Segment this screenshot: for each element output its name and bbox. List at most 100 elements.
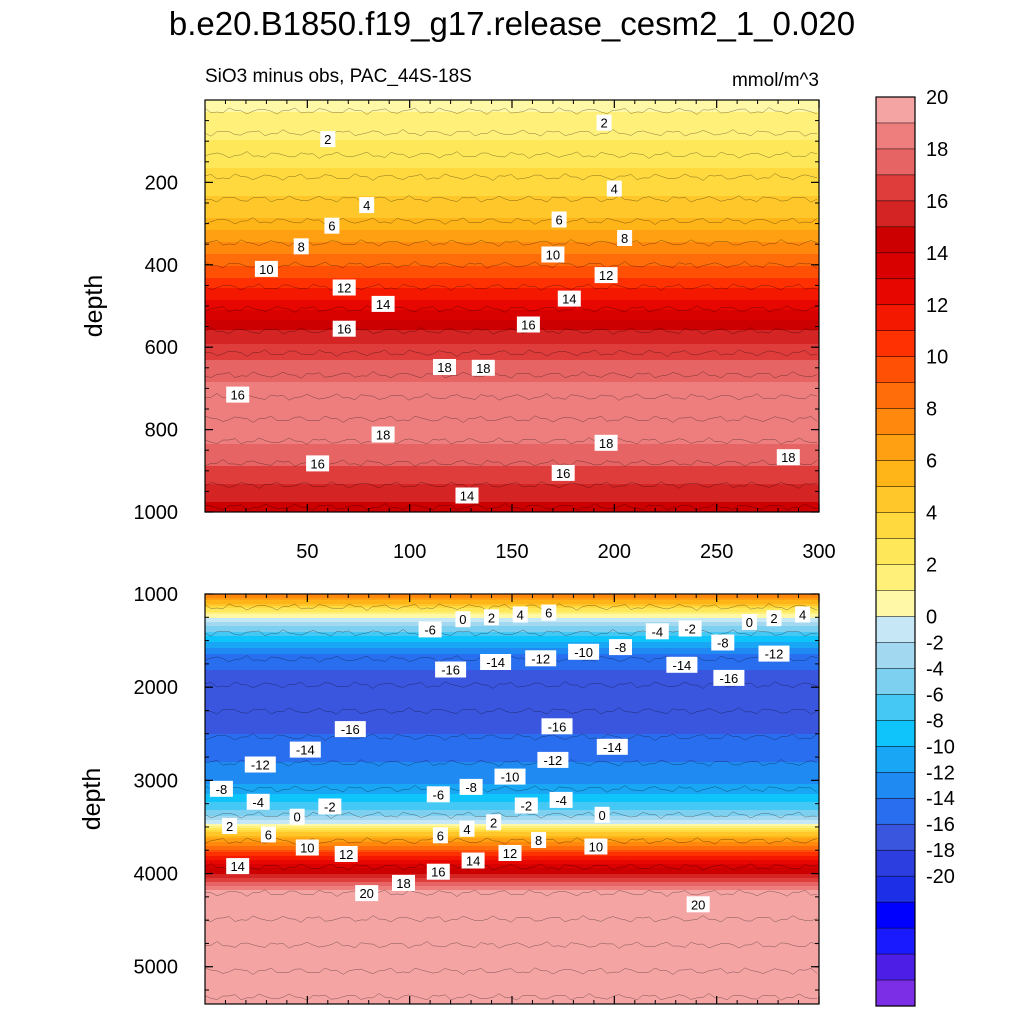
heatmap-band	[205, 470, 819, 473]
heatmap-band	[205, 116, 819, 119]
heatmap-band	[205, 616, 819, 619]
heatmap-band	[205, 452, 819, 455]
heatmap-band	[205, 940, 819, 943]
heatmap-band	[205, 308, 819, 311]
heatmap-band	[205, 164, 819, 167]
upper-contour-labels: 2 2 4 4 6 6 8 8 10 10 12 12 14 14 16 16 16 18 18 18 18 18 16 16…	[226, 114, 800, 504]
heatmap-band	[205, 346, 819, 349]
contour-label: 6	[437, 828, 444, 843]
heatmap-band	[205, 906, 819, 909]
heatmap-band	[205, 136, 819, 139]
heatmap-band	[205, 440, 819, 443]
heatmap-band	[205, 754, 819, 757]
heatmap-band	[205, 404, 819, 407]
contour-line	[205, 785, 818, 793]
contour-label-box	[594, 267, 618, 284]
heatmap-band	[205, 152, 819, 155]
heatmap-band	[205, 730, 819, 733]
contour-label: 16	[521, 318, 535, 333]
heatmap-band	[205, 210, 819, 213]
contour-label-box	[711, 634, 735, 651]
heatmap-band	[205, 716, 819, 719]
heatmap-band	[205, 928, 819, 931]
contour-label-box	[541, 604, 557, 621]
contour-line	[205, 195, 818, 203]
heatmap-band	[205, 402, 819, 405]
heatmap-band	[205, 898, 819, 901]
heatmap-band	[205, 108, 819, 111]
heatmap-band	[205, 132, 819, 135]
contour-label: 8	[621, 231, 628, 246]
contour-label-box	[776, 449, 800, 466]
contour-label: 10	[259, 262, 273, 277]
y-tick-label: 200	[145, 172, 178, 194]
contour-label: -10	[501, 770, 520, 785]
contour-label-box	[486, 814, 502, 831]
heatmap-band	[205, 670, 819, 673]
heatmap-band	[205, 956, 819, 959]
contour-label-box	[209, 780, 233, 797]
contour-label-box	[537, 751, 569, 768]
contour-label-box	[432, 827, 448, 844]
heatmap-band	[205, 806, 819, 809]
contour-label: -16	[341, 722, 360, 737]
heatmap-band	[205, 246, 819, 249]
contour-label: 18	[781, 450, 795, 465]
heatmap-band	[205, 952, 819, 955]
contour-label: 14	[466, 854, 480, 869]
contour-label-box	[557, 290, 581, 307]
chart-title: b.e20.B1850.f19_g17.release_cesm2_1_0.02…	[169, 5, 855, 42]
heatmap-band	[205, 750, 819, 753]
heatmap-band	[205, 896, 819, 899]
contour-label: -16	[441, 663, 460, 678]
contour-label: 4	[611, 182, 618, 197]
contour-label-box	[371, 295, 395, 312]
contour-line	[205, 941, 818, 949]
contour-label-box	[594, 806, 610, 823]
heatmap-band	[205, 478, 819, 481]
heatmap-band	[205, 110, 819, 113]
heatmap-band	[205, 412, 819, 415]
contour-label: 16	[431, 865, 445, 880]
contour-label-box	[741, 614, 757, 630]
contour-label: 6	[545, 606, 552, 621]
colorbar: -20-18-16-14-12-10-8-6-4-202468101214161…	[875, 87, 955, 1007]
contour-label-box	[795, 606, 811, 623]
heatmap-band	[205, 960, 819, 963]
contour-label-box	[244, 756, 276, 773]
heatmap-band	[205, 990, 819, 993]
contour-label-box	[226, 858, 250, 875]
heatmap-band	[205, 394, 819, 397]
heatmap-band	[205, 500, 819, 503]
heatmap-band	[205, 358, 819, 361]
heatmap-band	[205, 914, 819, 917]
x-tick-label: 250	[700, 541, 733, 563]
contour-label: 2	[324, 132, 331, 147]
contour-label-box	[758, 645, 790, 662]
heatmap-band	[205, 666, 819, 669]
contour-label-box	[596, 114, 612, 131]
heatmap-band	[205, 916, 819, 919]
heatmap-band	[205, 644, 819, 647]
heatmap-band	[205, 374, 819, 377]
contour-label: -16	[720, 671, 739, 686]
contour-line	[205, 415, 818, 423]
heatmap-band	[205, 414, 819, 417]
contour-label-box	[516, 316, 540, 333]
contour-label-box	[645, 623, 669, 640]
contour-label: -12	[251, 758, 270, 773]
contour-label: 0	[598, 808, 605, 823]
contour-label: -2	[684, 622, 696, 637]
heatmap-band	[205, 942, 819, 945]
lower-panel: -6 0 2 4 6 -16 -14 -12 -10 -8 -4 -2 -8 0 2 4 -14 -16 -12 -1…	[78, 584, 820, 1005]
upper-panel: 2 2 4 4 6 6 8 8 10 10 12 12 14 14 16 16 16 18 18 18 18 18 16 16…	[80, 99, 836, 563]
heatmap-band	[205, 842, 819, 845]
contour-line	[205, 283, 818, 291]
heatmap-band	[205, 330, 819, 333]
colorbar-tick-label: 10	[926, 347, 948, 369]
heatmap-band	[205, 888, 819, 891]
heatmap-band	[205, 166, 819, 169]
heatmap-band	[205, 208, 819, 211]
heatmap-band	[205, 420, 819, 423]
heatmap-band	[205, 978, 819, 981]
